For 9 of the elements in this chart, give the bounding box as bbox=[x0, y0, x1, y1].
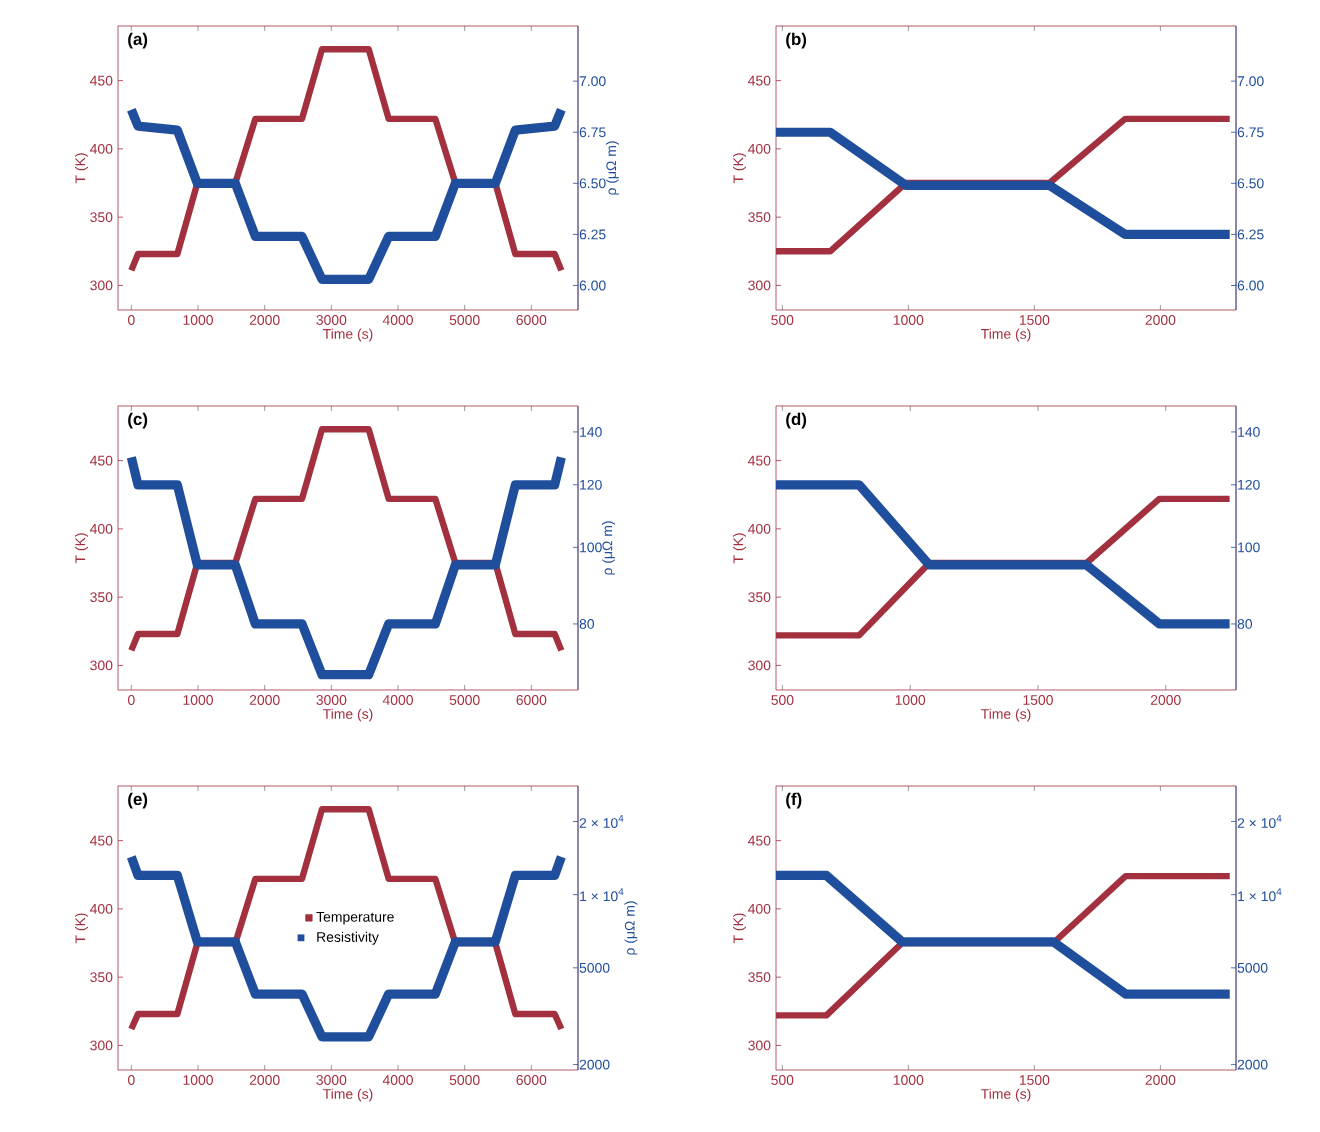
annotation: (f) bbox=[786, 792, 802, 809]
annotation: (c) bbox=[128, 412, 148, 429]
annotation: (d) bbox=[786, 412, 807, 429]
line-series bbox=[126, 452, 566, 680]
annotation: (b) bbox=[786, 32, 807, 49]
annotation: (a) bbox=[128, 32, 148, 49]
line-series bbox=[126, 852, 566, 1042]
line-series bbox=[126, 105, 566, 284]
annotation: (e) bbox=[128, 792, 148, 809]
